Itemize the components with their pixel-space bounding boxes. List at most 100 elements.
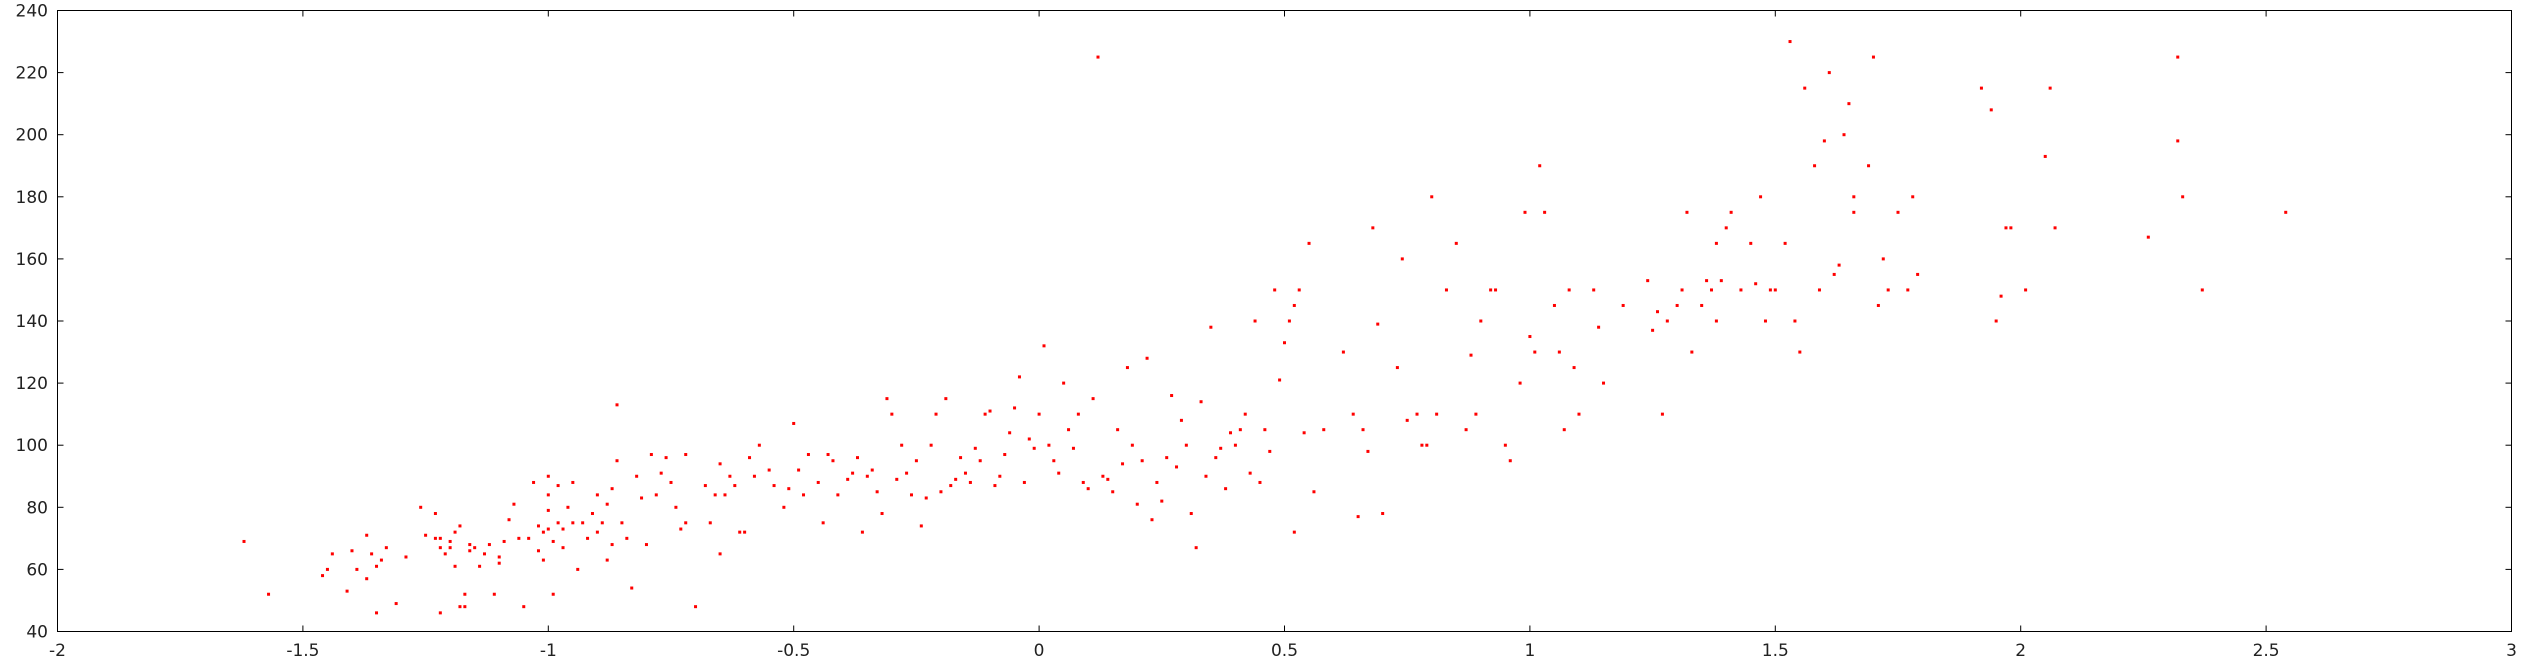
data-point: [517, 536, 521, 540]
data-point: [600, 521, 604, 525]
x-tick-label: 3: [2506, 641, 2517, 661]
y-tick-label: 220: [16, 64, 48, 84]
data-point: [1017, 375, 1021, 379]
data-point: [1827, 71, 1831, 75]
data-point: [909, 493, 913, 497]
data-point: [581, 521, 585, 525]
data-point: [463, 605, 467, 609]
data-point: [507, 518, 511, 522]
data-point: [1852, 210, 1856, 214]
data-point: [605, 558, 609, 562]
data-point: [1479, 319, 1483, 323]
data-point: [1754, 282, 1758, 286]
data-point: [1322, 428, 1326, 432]
data-point: [919, 524, 923, 528]
data-point: [1199, 400, 1203, 404]
y-tick-label: 160: [16, 250, 48, 270]
data-point: [379, 558, 383, 562]
data-point: [615, 403, 619, 407]
data-point: [1533, 350, 1537, 354]
data-point: [1361, 428, 1365, 432]
y-tick-label: 80: [26, 498, 48, 518]
data-point: [556, 484, 560, 488]
data-point: [1759, 195, 1763, 199]
data-point: [433, 536, 437, 540]
data-point: [1430, 195, 1434, 199]
y-axis: 40 60 80 100 120 140 160 180 200 220 240: [16, 2, 2512, 643]
data-point: [384, 546, 388, 550]
data-point: [1798, 350, 1802, 354]
data-point: [890, 412, 894, 416]
data-point: [546, 508, 550, 512]
data-point: [468, 543, 472, 547]
y-tick-label: 120: [16, 374, 48, 394]
data-point: [1160, 499, 1164, 503]
data-point: [1121, 462, 1125, 466]
data-point: [718, 462, 722, 466]
data-point: [605, 502, 609, 506]
data-point: [1096, 55, 1100, 59]
data-point: [1729, 210, 1733, 214]
data-point: [939, 490, 943, 494]
data-point: [846, 477, 850, 481]
data-point: [350, 549, 354, 553]
data-point: [610, 543, 614, 547]
data-point: [1067, 428, 1071, 432]
data-point: [826, 453, 830, 457]
data-point: [1832, 272, 1836, 276]
data-point: [748, 456, 752, 460]
data-point: [404, 555, 408, 559]
data-point: [640, 496, 644, 500]
data-point: [1489, 288, 1493, 292]
data-point: [1719, 279, 1723, 283]
data-point: [1886, 288, 1890, 292]
data-point: [2004, 226, 2008, 230]
data-point: [1116, 428, 1120, 432]
data-point: [1140, 459, 1144, 463]
data-point: [497, 555, 501, 559]
data-point: [944, 397, 948, 401]
data-point: [1420, 443, 1424, 447]
data-point: [375, 611, 379, 615]
data-point: [644, 543, 648, 547]
data-point: [1602, 381, 1606, 385]
y-tick-label: 40: [26, 623, 48, 643]
data-point: [345, 589, 349, 593]
data-point: [566, 505, 570, 509]
data-point: [767, 468, 771, 472]
data-point: [1916, 272, 1920, 276]
data-point: [595, 530, 599, 534]
data-point: [2043, 154, 2047, 158]
data-point: [1027, 437, 1031, 441]
data-point: [782, 505, 786, 509]
data-point: [433, 512, 437, 516]
data-point: [527, 536, 531, 540]
data-point: [625, 536, 629, 540]
data-point: [895, 477, 899, 481]
data-point: [1273, 288, 1277, 292]
data-point: [1204, 474, 1208, 478]
data-point: [1076, 412, 1080, 416]
data-point: [1803, 86, 1807, 90]
data-point: [1469, 353, 1473, 357]
x-tick-label: 1.5: [1762, 641, 1789, 661]
data-point: [998, 474, 1002, 478]
data-point: [497, 561, 501, 565]
data-point: [1999, 294, 2003, 298]
data-point: [2146, 235, 2150, 239]
data-point: [463, 592, 467, 596]
data-point: [738, 530, 742, 534]
data-point: [365, 533, 369, 537]
data-point: [1052, 459, 1056, 463]
data-point: [1008, 431, 1012, 435]
x-tick-label: 2.5: [2253, 641, 2280, 661]
data-point: [551, 592, 555, 596]
data-point: [443, 552, 447, 556]
data-point: [1783, 241, 1787, 245]
data-point: [1592, 288, 1596, 292]
data-point: [1911, 195, 1915, 199]
data-point: [1381, 512, 1385, 516]
data-point: [1518, 381, 1522, 385]
data-point: [1214, 456, 1218, 460]
data-point: [1312, 490, 1316, 494]
